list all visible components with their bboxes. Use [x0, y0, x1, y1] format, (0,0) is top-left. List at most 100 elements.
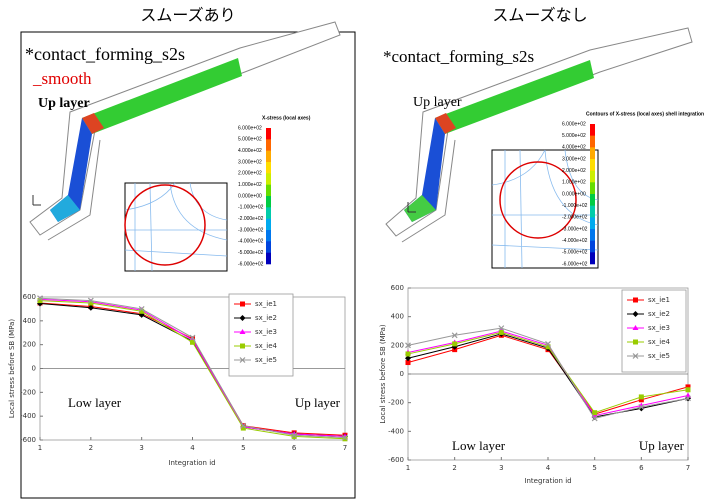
x-tick-label: 1 — [406, 464, 410, 472]
colorbar-label: 5.000e+02 — [238, 137, 262, 143]
colorbar-segment — [266, 196, 271, 208]
colorbar-label: 3.000e+02 — [238, 159, 262, 165]
colorbar-segment — [266, 241, 271, 253]
y-axis-label: Local stress before SB (MPa) — [8, 319, 16, 418]
y-tick-label: -400 — [20, 412, 36, 420]
x-tick-label: 6 — [292, 444, 297, 452]
model-label: _smooth — [32, 69, 92, 88]
colorbar-label: -5.000e+02 — [238, 250, 264, 256]
y-tick-label: -600 — [20, 436, 36, 444]
colorbar-label: 6.000e+02 — [238, 125, 262, 131]
line-chart: -600-400-20002004006001234567Integration… — [379, 284, 691, 485]
marker — [240, 344, 245, 349]
marker — [452, 341, 457, 346]
marker — [592, 410, 597, 415]
colorbar-label: -2.000e+02 — [238, 216, 264, 222]
colorbar-segment — [590, 159, 595, 171]
x-tick-label: 3 — [499, 464, 503, 472]
colorbar-segment — [590, 147, 595, 159]
y-tick-label: 400 — [391, 313, 404, 321]
colorbar-label: 2.000e+02 — [562, 168, 586, 174]
y-tick-label: 200 — [391, 341, 404, 349]
x-tick-label: 2 — [452, 464, 456, 472]
x-tick-label: 5 — [241, 444, 245, 452]
y-tick-label: 400 — [23, 317, 36, 325]
colorbar-label: -3.000e+02 — [238, 227, 264, 233]
y-tick-label: -400 — [388, 427, 404, 435]
colorbar-segment — [590, 252, 595, 264]
y-tick-label: -200 — [20, 388, 36, 396]
legend-label: sx_ie1 — [648, 296, 670, 304]
y-tick-label: 0 — [400, 370, 404, 378]
x-axis-label: Integration id — [168, 459, 215, 467]
colorbar-segment — [266, 230, 271, 242]
y-tick-label: -600 — [388, 456, 404, 464]
marker — [406, 351, 411, 356]
x-tick-label: 1 — [38, 444, 42, 452]
marker — [686, 387, 691, 392]
marker — [633, 340, 638, 345]
marker — [240, 302, 245, 307]
colorbar-label: -6.000e+02 — [562, 261, 588, 267]
annotation: Up layer — [639, 438, 685, 453]
legend-label: sx_ie4 — [255, 342, 278, 350]
colorbar-segment — [266, 173, 271, 185]
colorbar-label: -4.000e+02 — [562, 238, 588, 244]
colorbar-label: -1.000e+02 — [562, 203, 588, 209]
colorbar-segment — [266, 253, 271, 265]
annotation: Low layer — [452, 438, 506, 453]
colorbar-segment — [266, 219, 271, 231]
colorbar-segment — [590, 194, 595, 206]
colorbar-title: X-stress (local axes) — [262, 115, 311, 121]
heading: スムーズあり — [140, 6, 235, 25]
x-tick-label: 2 — [89, 444, 93, 452]
colorbar-label: -6.000e+02 — [238, 261, 264, 267]
model-label: *contact_forming_s2s — [25, 44, 185, 64]
colorbar-label: 4.000e+02 — [238, 148, 262, 154]
colorbar-label: 6.000e+02 — [562, 121, 586, 127]
colorbar-label: -1.000e+02 — [238, 205, 264, 211]
page: スムーズあり スムーズなし *contact_forming_s2s _smoo… — [0, 0, 705, 499]
colorbar-label: 1.000e+02 — [238, 182, 262, 188]
legend-label: sx_ie2 — [648, 310, 670, 318]
colorbar-label: 4.000e+02 — [562, 145, 586, 151]
y-tick-label: 0 — [32, 365, 36, 373]
legend-label: sx_ie4 — [648, 338, 671, 346]
model-label: Up layer — [413, 95, 462, 110]
x-tick-label: 3 — [139, 444, 143, 452]
annotation: Up layer — [295, 395, 341, 410]
colorbar-label: 0.000e+00 — [238, 193, 262, 199]
x-tick-label: 7 — [343, 444, 347, 452]
y-axis-label: Local stress before SB (MPa) — [379, 324, 387, 423]
colorbar-label: 2.000e+02 — [238, 171, 262, 177]
colorbar-segment — [266, 162, 271, 174]
colorbar-segment — [590, 229, 595, 241]
colorbar-title: Contours of X-stress (local axes) shell … — [586, 111, 705, 117]
x-tick-label: 4 — [546, 464, 551, 472]
model-label: *contact_forming_s2s — [383, 47, 534, 66]
annotation: Low layer — [68, 395, 122, 410]
legend-label: sx_ie3 — [648, 324, 670, 332]
colorbar-segment — [590, 171, 595, 183]
colorbar-segment — [266, 151, 271, 163]
y-tick-label: 600 — [391, 284, 404, 292]
colorbar-label: 1.000e+02 — [562, 180, 586, 186]
colorbar-segment — [590, 136, 595, 148]
legend-label: sx_ie1 — [255, 300, 277, 308]
x-tick-label: 4 — [190, 444, 195, 452]
legend-label: sx_ie5 — [648, 352, 670, 360]
colorbar-label: -2.000e+02 — [562, 215, 588, 221]
colorbar-label: -4.000e+02 — [238, 239, 264, 245]
marker — [633, 298, 638, 303]
colorbar-label: 3.000e+02 — [562, 156, 586, 162]
y-tick-label: 200 — [23, 341, 36, 349]
heading: スムーズなし — [492, 6, 587, 25]
legend-label: sx_ie3 — [255, 328, 277, 336]
colorbar-segment — [266, 207, 271, 219]
y-tick-label: -200 — [388, 399, 404, 407]
colorbar-segment — [590, 241, 595, 253]
colorbar-label: -3.000e+02 — [562, 226, 588, 232]
model-label: Up layer — [38, 96, 90, 111]
line-chart: -600-400-20002004006001234567Integration… — [8, 293, 348, 467]
x-axis-label: Integration id — [524, 477, 571, 485]
